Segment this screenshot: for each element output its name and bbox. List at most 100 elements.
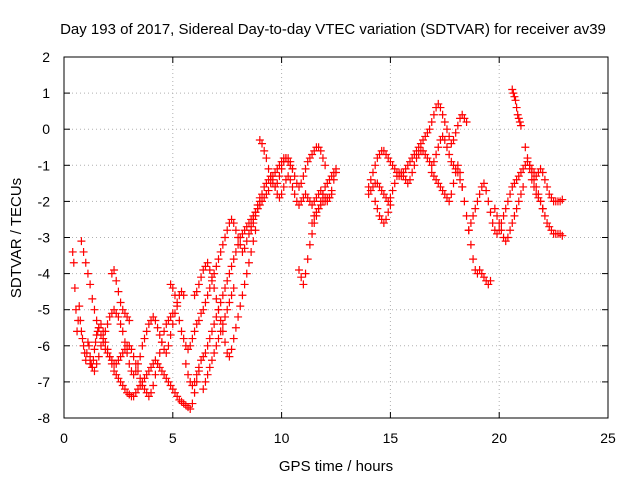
data-point — [155, 363, 164, 372]
series-20 — [521, 143, 567, 240]
data-point — [286, 157, 295, 166]
data-point — [240, 280, 249, 289]
data-point — [166, 330, 175, 339]
data-point — [532, 190, 541, 199]
data-point — [103, 320, 112, 329]
data-point — [188, 381, 197, 390]
data-point — [388, 186, 397, 195]
data-point — [284, 172, 293, 181]
series-18 — [490, 182, 528, 246]
data-point — [301, 164, 310, 173]
data-point — [173, 392, 182, 401]
data-point — [279, 182, 288, 191]
data-point — [216, 298, 225, 307]
data-point — [514, 197, 523, 206]
data-point — [536, 164, 545, 173]
data-point — [201, 262, 210, 271]
data-point — [170, 291, 179, 300]
data-point — [88, 363, 97, 372]
data-point — [297, 273, 306, 282]
data-point — [247, 247, 256, 256]
data-point — [238, 291, 247, 300]
data-point — [214, 305, 223, 314]
data-point — [223, 226, 232, 235]
data-point — [147, 388, 156, 397]
data-point — [221, 233, 230, 242]
data-point — [216, 316, 225, 325]
data-point — [332, 164, 340, 173]
data-point — [238, 229, 247, 238]
data-point — [403, 179, 412, 188]
series-7 — [190, 226, 260, 361]
x-axis-tick-labels: 0 5 10 15 20 25 — [60, 430, 616, 446]
data-point — [194, 316, 203, 325]
data-point — [262, 179, 271, 188]
data-point — [299, 172, 308, 181]
data-point — [458, 110, 467, 119]
data-point — [377, 186, 386, 195]
data-point — [460, 114, 469, 123]
data-point — [508, 219, 517, 228]
y-tick-label: -2 — [38, 193, 51, 209]
data-point — [114, 374, 123, 383]
data-point — [449, 179, 458, 188]
data-point — [92, 359, 101, 368]
data-markers — [68, 85, 567, 413]
data-point — [558, 195, 567, 204]
data-point — [225, 298, 234, 307]
data-point — [88, 294, 97, 303]
data-point — [427, 161, 436, 170]
data-point — [170, 388, 179, 397]
data-point — [151, 370, 160, 379]
data-point — [390, 179, 399, 188]
data-point — [197, 356, 206, 365]
data-point — [301, 269, 310, 278]
data-point — [264, 164, 273, 173]
data-point — [229, 255, 238, 264]
data-point — [133, 359, 142, 368]
data-point — [371, 197, 380, 206]
data-point — [201, 349, 210, 358]
data-point — [508, 85, 517, 94]
data-point — [316, 146, 325, 155]
data-point — [199, 352, 208, 361]
data-point — [231, 226, 240, 235]
data-point — [175, 316, 184, 325]
data-point — [179, 291, 188, 300]
data-point — [379, 146, 388, 155]
data-point — [384, 154, 393, 163]
series-3 — [86, 287, 188, 379]
data-point — [379, 219, 388, 228]
data-point — [419, 146, 428, 155]
data-point — [547, 226, 556, 235]
data-point — [416, 139, 425, 148]
data-point — [456, 168, 465, 177]
data-point — [301, 190, 310, 199]
y-tick-label: 2 — [42, 49, 50, 65]
data-point — [227, 262, 236, 271]
data-point — [101, 327, 110, 336]
data-point — [327, 190, 336, 199]
data-point — [212, 341, 221, 350]
data-point — [90, 367, 99, 376]
data-point — [486, 276, 495, 285]
data-point — [286, 175, 295, 184]
data-point — [414, 143, 423, 152]
data-point — [442, 125, 451, 134]
data-point — [247, 226, 256, 235]
data-point — [229, 219, 238, 228]
data-point — [447, 157, 456, 166]
data-point — [181, 401, 190, 410]
data-point — [205, 265, 214, 274]
data-point — [299, 280, 308, 289]
data-point — [201, 377, 210, 386]
data-point — [114, 356, 123, 365]
data-point — [462, 117, 471, 126]
data-point — [432, 150, 441, 159]
data-point — [79, 247, 88, 256]
data-point — [273, 179, 282, 188]
data-point — [68, 247, 77, 256]
data-point — [168, 385, 177, 394]
data-point — [297, 179, 306, 188]
data-point — [438, 132, 447, 141]
